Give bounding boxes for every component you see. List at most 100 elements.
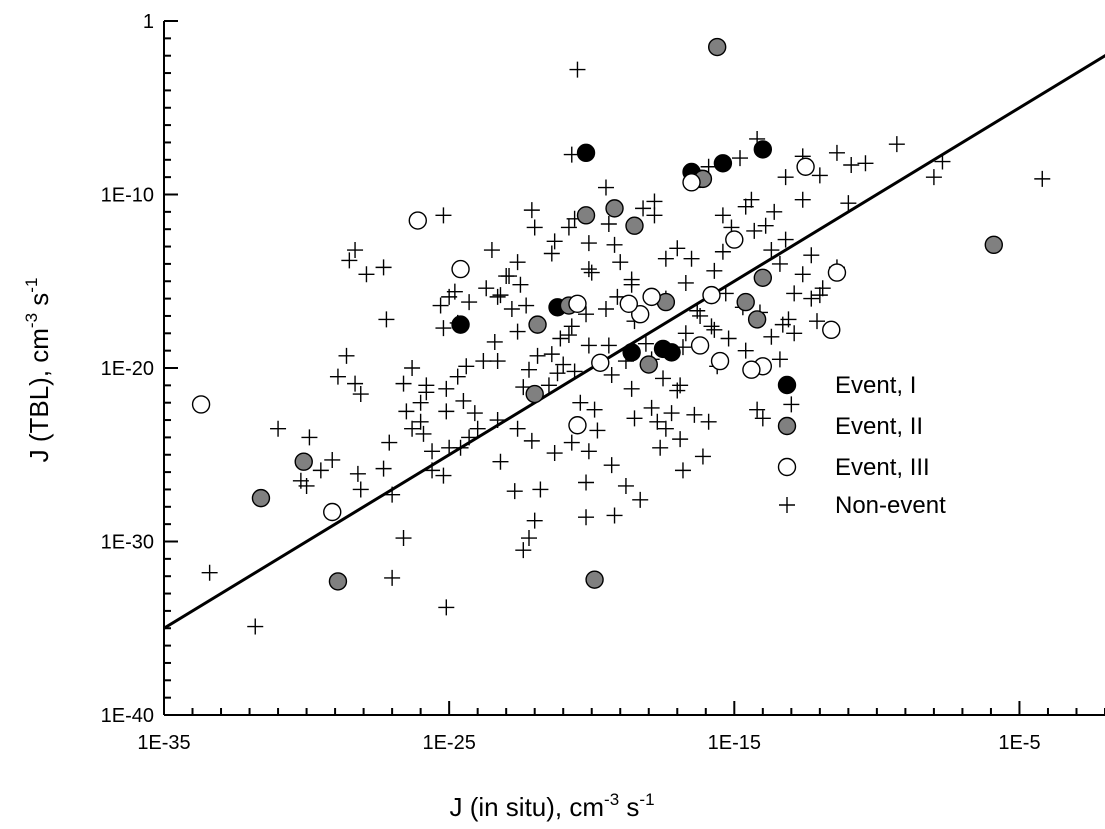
non-event-point bbox=[794, 266, 811, 283]
non-event-point bbox=[1034, 170, 1051, 187]
non-event-point bbox=[404, 420, 421, 437]
non-event-point bbox=[580, 337, 597, 354]
non-event-point bbox=[771, 255, 788, 272]
non-event-point bbox=[529, 347, 546, 364]
non-event-point bbox=[589, 422, 606, 439]
non-event-point bbox=[435, 207, 452, 224]
non-event-point bbox=[523, 202, 540, 219]
non-event-point bbox=[532, 481, 549, 498]
non-event-point bbox=[384, 569, 401, 586]
non-event-point bbox=[515, 379, 532, 396]
event-III-point bbox=[822, 320, 841, 340]
non-event-point bbox=[657, 420, 674, 437]
non-event-point bbox=[381, 434, 398, 451]
non-event-point bbox=[518, 297, 535, 314]
non-event-point bbox=[578, 306, 595, 323]
y-tick-label: 1 bbox=[143, 11, 154, 33]
legend-label: Event, II bbox=[835, 413, 923, 440]
y-tick-label: 1E-10 bbox=[101, 185, 154, 207]
event-II-point bbox=[747, 310, 767, 329]
event-II-point bbox=[753, 268, 773, 287]
non-event-point bbox=[492, 453, 509, 470]
non-event-point bbox=[925, 169, 942, 186]
non-event-point bbox=[737, 198, 754, 215]
non-event-point bbox=[646, 193, 663, 210]
non-event-point bbox=[492, 287, 509, 304]
non-event-point bbox=[732, 150, 749, 167]
non-event-point bbox=[603, 366, 620, 383]
non-event-point bbox=[655, 370, 672, 387]
non-event-point bbox=[475, 353, 492, 370]
non-event-point bbox=[461, 429, 478, 446]
non-event-point bbox=[597, 179, 614, 196]
non-event-point bbox=[597, 301, 614, 318]
non-event-point bbox=[786, 285, 803, 302]
data-points bbox=[191, 37, 1051, 635]
non-event-point bbox=[757, 217, 774, 234]
non-event-point bbox=[438, 599, 455, 616]
non-event-point bbox=[777, 169, 794, 186]
non-event-point bbox=[649, 413, 666, 430]
non-event-point bbox=[578, 509, 595, 526]
non-event-point bbox=[469, 420, 486, 437]
event-II-point bbox=[707, 37, 727, 57]
event-I-point bbox=[451, 315, 470, 334]
x-tick-label: 1E-15 bbox=[708, 732, 761, 754]
non-event-point bbox=[375, 460, 392, 477]
non-event-point bbox=[247, 618, 264, 635]
non-event-point bbox=[395, 375, 412, 392]
non-event-point bbox=[583, 264, 600, 281]
non-event-point bbox=[506, 483, 523, 500]
non-event-point bbox=[612, 254, 629, 271]
non-event-point bbox=[398, 403, 415, 420]
non-event-point bbox=[509, 323, 526, 340]
non-event-point bbox=[526, 512, 543, 529]
non-event-point bbox=[840, 195, 857, 212]
event-III-point bbox=[631, 305, 650, 324]
legend: Event, I Event, II Event, III Non-event bbox=[777, 372, 946, 519]
non-event-point bbox=[489, 412, 506, 429]
non-event-point bbox=[375, 259, 392, 276]
non-event-point bbox=[694, 448, 711, 465]
non-event-point bbox=[563, 434, 580, 451]
non-event-point bbox=[714, 243, 731, 260]
event-I-point bbox=[622, 343, 641, 362]
non-event-point bbox=[828, 144, 845, 161]
non-event-point bbox=[652, 439, 669, 456]
non-event-point bbox=[580, 261, 597, 278]
non-event-point bbox=[777, 231, 794, 248]
non-event-point bbox=[486, 333, 503, 350]
x-ticks: 1E-35 1E-25 1E-15 1E-5 bbox=[137, 701, 1105, 754]
event-III-point bbox=[725, 230, 744, 249]
non-event-point bbox=[384, 486, 401, 503]
y-tick-label: 1E-20 bbox=[101, 358, 154, 380]
non-event-point bbox=[270, 420, 287, 437]
non-event-point bbox=[617, 477, 634, 494]
event-II-point bbox=[585, 570, 604, 589]
event-III-point bbox=[568, 294, 587, 314]
event-III-point bbox=[408, 211, 427, 230]
event-III-point bbox=[710, 351, 730, 371]
non-event-point bbox=[703, 318, 720, 335]
y-axis-label: J (TBL), cm-3 s-1 bbox=[22, 278, 54, 463]
legend-label: Non-event bbox=[835, 492, 946, 519]
non-event-point bbox=[677, 325, 694, 342]
non-event-point bbox=[771, 351, 788, 368]
non-event-point bbox=[811, 167, 828, 184]
non-event-point bbox=[749, 401, 766, 418]
event-I-point bbox=[662, 343, 681, 362]
legend-marker-event-III bbox=[777, 457, 797, 477]
non-event-point bbox=[438, 403, 455, 420]
reference-line-1to1 bbox=[164, 53, 1105, 631]
event-III-point bbox=[191, 395, 211, 414]
non-event-point bbox=[706, 321, 723, 338]
non-event-point bbox=[347, 242, 364, 259]
non-event-point bbox=[509, 254, 526, 271]
non-event-point bbox=[774, 316, 791, 333]
x-tick-label: 1E-35 bbox=[137, 732, 190, 754]
non-event-point bbox=[580, 443, 597, 460]
non-event-point bbox=[441, 439, 458, 456]
non-event-point bbox=[580, 235, 597, 252]
legend-marker-event-I bbox=[777, 375, 797, 395]
non-event-point bbox=[811, 287, 828, 304]
